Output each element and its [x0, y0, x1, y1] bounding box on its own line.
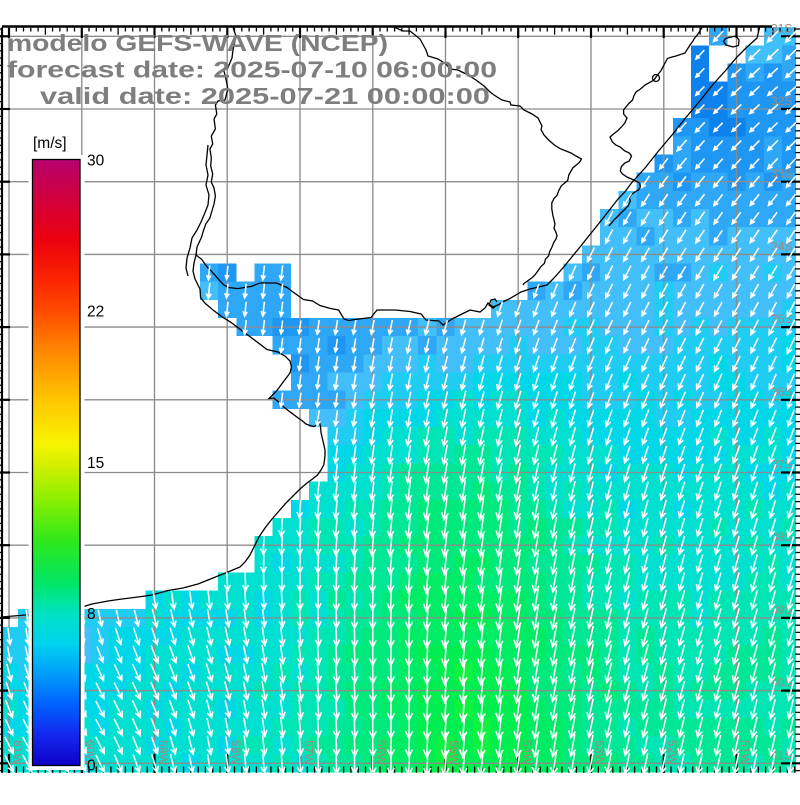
svg-text:41S: 41S: [771, 748, 793, 762]
svg-text:40S: 40S: [771, 676, 793, 690]
svg-text:51W: 51W: [738, 740, 752, 766]
svg-text:valid date: 2025-07-21 00:00:0: valid date: 2025-07-21 00:00:00: [40, 83, 490, 109]
svg-text:0: 0: [87, 758, 96, 775]
svg-text:60W: 60W: [83, 740, 97, 766]
svg-text:forecast date: 2025-07-10 06:0: forecast date: 2025-07-10 06:00:00: [7, 57, 497, 83]
svg-text:53W: 53W: [593, 740, 607, 766]
svg-text:22: 22: [87, 304, 104, 321]
svg-text:37S: 37S: [771, 458, 793, 472]
svg-text:32S: 32S: [771, 94, 793, 108]
svg-text:modelo GEFS-WAVE (NCEP): modelo GEFS-WAVE (NCEP): [7, 30, 388, 56]
svg-text:61W: 61W: [11, 740, 25, 766]
svg-text:56W: 56W: [374, 740, 388, 766]
svg-text:15: 15: [87, 455, 104, 472]
svg-text:39S: 39S: [771, 603, 793, 617]
svg-text:59W: 59W: [156, 740, 170, 766]
svg-text:30: 30: [87, 153, 105, 170]
svg-text:31S: 31S: [771, 21, 793, 35]
svg-text:57W: 57W: [302, 740, 316, 766]
svg-text:55W: 55W: [447, 740, 461, 766]
svg-text:54W: 54W: [520, 740, 534, 766]
svg-text:8: 8: [87, 606, 96, 623]
svg-text:33S: 33S: [771, 167, 793, 181]
svg-text:58W: 58W: [229, 740, 243, 766]
svg-text:52W: 52W: [665, 740, 679, 766]
svg-text:[m/s]: [m/s]: [33, 135, 67, 152]
